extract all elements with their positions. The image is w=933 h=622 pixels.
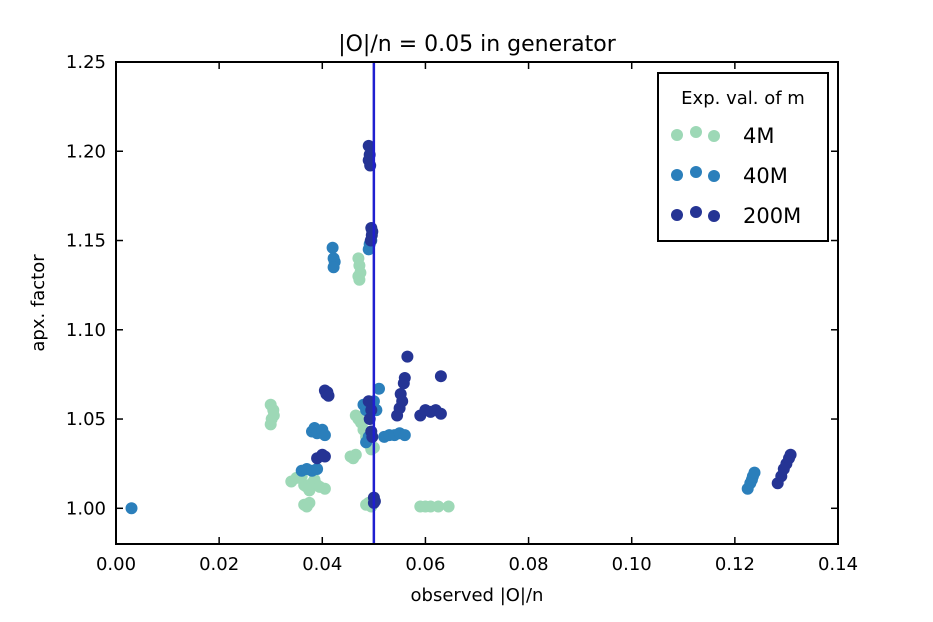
point-4M-21 <box>349 448 362 461</box>
legend-marker <box>708 130 720 142</box>
legend: Exp. val. of m 4M 40M 200M <box>657 72 829 242</box>
point-200M-7 <box>362 139 375 152</box>
point-40M-28 <box>398 429 411 442</box>
point-4M-41 <box>432 500 445 513</box>
point-40M-4 <box>311 463 324 475</box>
chart-title: |O|/n = 0.05 in generator <box>338 32 617 57</box>
legend-marker <box>708 170 720 182</box>
y-tick-label: 1.10 <box>66 320 106 341</box>
y-tick-label: 1.15 <box>66 231 106 252</box>
point-200M-2 <box>318 450 331 463</box>
y-tick-label: 1.00 <box>66 498 106 519</box>
series-4M <box>264 252 455 513</box>
x-axis-label: observed |O|/n <box>411 585 544 606</box>
point-4M-4 <box>267 409 280 422</box>
point-200M-14 <box>366 225 379 238</box>
point-4M-42 <box>442 500 455 513</box>
legend-entry-4M: 4M <box>671 124 774 148</box>
point-200M-29 <box>401 350 414 363</box>
legend-entry-200M: 200M <box>671 204 801 228</box>
y-axis-label: apx. factor <box>28 254 49 352</box>
legend-entry-40M: 40M <box>671 164 788 188</box>
plot-area <box>125 62 797 544</box>
point-200M-6 <box>322 389 335 402</box>
legend-marker <box>671 169 683 181</box>
point-200M-19 <box>366 430 379 443</box>
series-200M <box>311 139 797 509</box>
legend-marker <box>708 210 720 222</box>
point-4M-18 <box>303 496 316 509</box>
legend-marker <box>671 209 683 221</box>
legend-marker <box>690 166 702 178</box>
point-4M-15 <box>318 482 331 495</box>
legend-marker <box>690 126 702 138</box>
point-40M-13 <box>327 261 340 274</box>
legend-frame <box>657 72 829 242</box>
legend-marker <box>671 129 683 141</box>
point-40M-9 <box>318 429 331 442</box>
y-tick-label: 1.05 <box>66 409 106 430</box>
x-axis: 0.00 0.02 0.04 0.06 0.08 0.10 0.12 0.14 <box>96 62 858 575</box>
legend-label: 200M <box>743 204 801 228</box>
point-200M-41 <box>784 448 797 461</box>
point-40M-10 <box>326 241 339 254</box>
point-200M-28 <box>398 372 411 384</box>
point-40M-0 <box>125 502 138 515</box>
point-40M-23 <box>373 382 385 395</box>
y-tick-label: 1.25 <box>66 52 106 73</box>
x-tick-label: 0.04 <box>302 554 342 575</box>
point-200M-35 <box>434 370 447 383</box>
x-tick-label: 0.06 <box>405 554 445 575</box>
x-tick-label: 0.12 <box>715 554 755 575</box>
y-axis: 1.00 1.05 1.10 1.15 1.20 1.25 <box>66 52 838 519</box>
x-tick-label: 0.02 <box>199 554 239 575</box>
plot-frame <box>115 61 839 545</box>
point-200M-26 <box>394 388 407 400</box>
legend-label: 4M <box>743 124 774 148</box>
x-tick-label: 0.00 <box>96 554 136 575</box>
legend-title: Exp. val. of m <box>681 88 805 109</box>
point-4M-29 <box>352 270 365 283</box>
x-tick-label: 0.14 <box>818 554 858 575</box>
x-tick-label: 0.08 <box>509 554 549 575</box>
legend-marker <box>690 206 702 218</box>
x-tick-label: 0.10 <box>612 554 652 575</box>
point-40M-33 <box>748 466 761 479</box>
legend-label: 40M <box>743 164 788 188</box>
point-200M-34 <box>434 407 447 420</box>
y-tick-label: 1.20 <box>66 141 106 162</box>
